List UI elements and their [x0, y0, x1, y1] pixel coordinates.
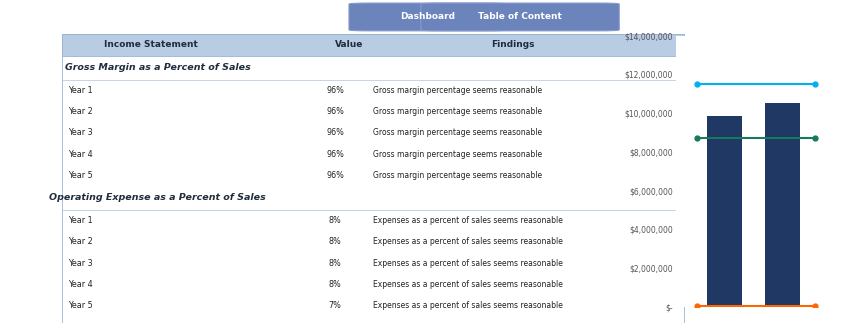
Text: 96%: 96% [326, 171, 344, 180]
Text: 7%: 7% [329, 301, 342, 310]
Text: Year 2: Year 2 [68, 237, 94, 246]
Text: Income Statement: Income Statement [104, 40, 197, 49]
Text: Expenses as a percent of sales seems reasonable: Expenses as a percent of sales seems rea… [373, 237, 563, 246]
Text: Year 4: Year 4 [68, 280, 93, 289]
Text: Gross margin percentage seems reasonable: Gross margin percentage seems reasonable [373, 107, 542, 116]
FancyBboxPatch shape [421, 3, 620, 31]
Bar [765, 103, 800, 307]
Text: Gross margin percentage seems reasonable: Gross margin percentage seems reasonable [373, 171, 542, 180]
Text: Operating Expense as a Percent of Sales: Operating Expense as a Percent of Sales [49, 193, 266, 203]
Text: 8%: 8% [329, 258, 342, 267]
Bar [61, 34, 684, 56]
Text: Dashboard: Dashboard [400, 12, 455, 21]
Text: Year 3: Year 3 [68, 258, 93, 267]
Text: Year 1: Year 1 [68, 86, 93, 95]
Text: Gross margin percentage seems reasonable: Gross margin percentage seems reasonable [373, 86, 542, 95]
Text: Table of Content: Table of Content [478, 12, 562, 21]
Text: Expenses as a percent of sales seems reasonable: Expenses as a percent of sales seems rea… [373, 301, 563, 310]
Text: 96%: 96% [326, 129, 344, 137]
Text: 96%: 96% [326, 107, 344, 116]
Text: Gross Margin as a Percent of Sales: Gross Margin as a Percent of Sales [65, 63, 250, 72]
Text: 96%: 96% [326, 86, 344, 95]
Text: Gross margin percentage seems reasonable: Gross margin percentage seems reasonable [373, 129, 542, 137]
Text: 8%: 8% [329, 237, 342, 246]
Text: Gross margin percentage seems reasonable: Gross margin percentage seems reasonable [373, 150, 542, 159]
Text: Year 5: Year 5 [68, 301, 94, 310]
Text: Year 2: Year 2 [68, 107, 94, 116]
Text: Year 4: Year 4 [68, 150, 93, 159]
Text: 8%: 8% [329, 216, 342, 225]
Text: Expenses as a percent of sales seems reasonable: Expenses as a percent of sales seems rea… [373, 280, 563, 289]
Bar [706, 116, 741, 307]
Text: Year 3: Year 3 [68, 129, 93, 137]
Text: Year 1: Year 1 [68, 216, 93, 225]
Text: Expenses as a percent of sales seems reasonable: Expenses as a percent of sales seems rea… [373, 216, 563, 225]
Text: Expenses as a percent of sales seems reasonable: Expenses as a percent of sales seems rea… [373, 258, 563, 267]
Text: Value: Value [335, 40, 363, 49]
FancyBboxPatch shape [349, 3, 507, 31]
Text: Findings: Findings [491, 40, 535, 49]
Text: 8%: 8% [329, 280, 342, 289]
Text: Year 5: Year 5 [68, 171, 94, 180]
Text: 96%: 96% [326, 150, 344, 159]
Text: Diagnostic Tool: Diagnostic Tool [235, 10, 341, 24]
